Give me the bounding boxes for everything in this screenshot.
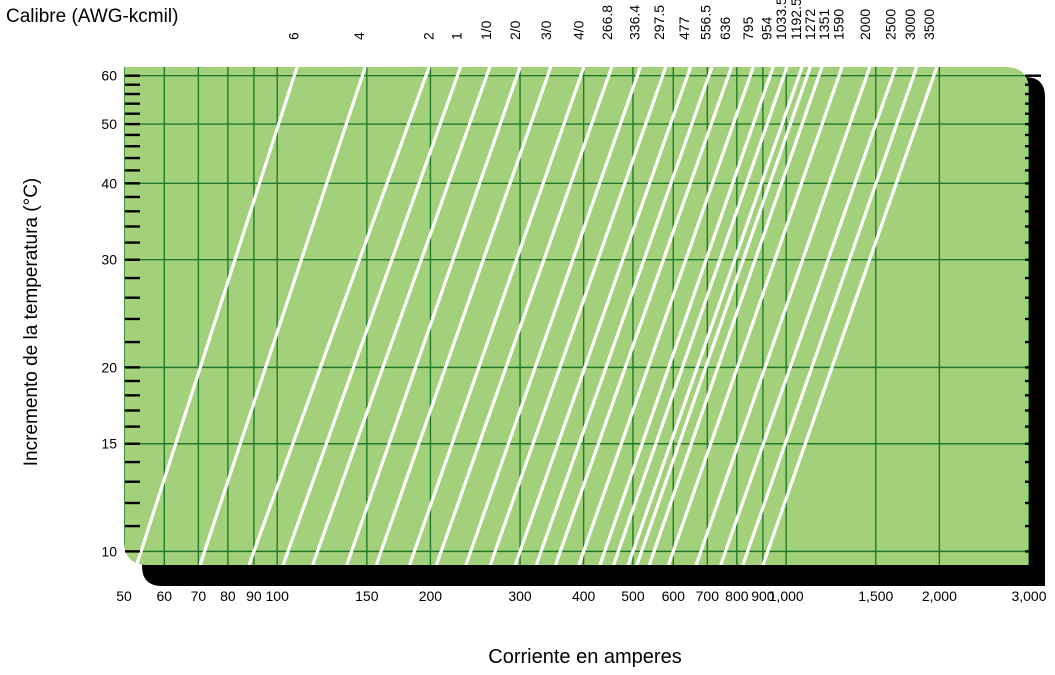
caliber-label: 3000: [902, 9, 918, 40]
curve-1272: [635, 67, 812, 565]
x-tick-label: 3,000: [1011, 588, 1046, 604]
caliber-label: 2000: [857, 9, 873, 40]
curve-1: [281, 67, 463, 565]
x-axis-title: Corriente en amperes: [488, 646, 682, 668]
caliber-label: 3/0: [538, 20, 554, 40]
caliber-label: 4/0: [571, 20, 587, 40]
x-tick-label: 700: [696, 588, 720, 604]
x-tick-label: 150: [355, 588, 379, 604]
curve-2500: [719, 67, 898, 565]
x-tick-label: 2,000: [922, 588, 957, 604]
caliber-label: 3500: [921, 9, 937, 40]
caliber-label: 1/0: [478, 20, 494, 40]
y-axis-title: Incremento de la temperatura (°C): [21, 177, 42, 467]
curve-3000: [741, 67, 919, 565]
x-tick-label: 100: [266, 588, 290, 604]
caliber-label: 266.8: [599, 5, 615, 40]
x-tick-label: 500: [621, 588, 645, 604]
x-tick-label: 200: [419, 588, 443, 604]
curve-3/0: [374, 67, 553, 565]
x-tick-label: 800: [725, 588, 749, 604]
curve-2: [247, 67, 431, 565]
x-tick-label: 400: [572, 588, 596, 604]
curve-1033.5: [612, 67, 789, 565]
caliber-label: 2: [421, 32, 437, 40]
x-tick-label: 80: [220, 588, 236, 604]
caliber-label: 2/0: [507, 20, 523, 40]
x-tick-label: 50: [116, 588, 132, 604]
curve-336.4: [464, 67, 642, 565]
caliber-label: 1272: [802, 9, 818, 40]
x-tick-label: 60: [157, 588, 173, 604]
curve-3500: [761, 67, 939, 565]
x-tick-label: 1,500: [858, 588, 893, 604]
x-tick-label: 70: [191, 588, 207, 604]
x-tick-label: 90: [246, 588, 262, 604]
curve-1351: [647, 67, 824, 565]
curve-954: [598, 67, 775, 565]
curve-4/0: [408, 67, 586, 565]
x-tick-label: 1,000: [769, 588, 804, 604]
curve-1192.5: [626, 67, 804, 565]
x-tick-label: 900: [751, 588, 775, 604]
caliber-label: 795: [740, 16, 756, 40]
curve-636: [554, 67, 733, 565]
curve-556.5: [534, 67, 714, 565]
caliber-label: 1192.5: [788, 0, 804, 40]
caliber-axis-title: Calibre (AWG-kcmil): [6, 6, 179, 27]
y-tick-label: 15: [101, 436, 117, 452]
y-tick-label: 40: [101, 175, 117, 191]
curve-297.5: [488, 67, 668, 565]
caliber-label: 477: [676, 16, 692, 40]
y-tick-label: 20: [101, 359, 117, 375]
caliber-label: 1590: [830, 9, 846, 40]
caliber-label: 336.4: [626, 5, 642, 40]
caliber-label: 6: [285, 32, 301, 40]
y-tick-label: 10: [101, 543, 117, 559]
y-tick-label: 30: [101, 252, 117, 268]
curve-477: [513, 67, 693, 565]
curve-4: [198, 67, 367, 565]
caliber-label: 636: [717, 16, 733, 40]
caliber-label: 297.5: [651, 5, 667, 40]
caliber-label: 954: [758, 16, 774, 40]
caliber-label: 556.5: [697, 5, 713, 40]
curve-6: [135, 67, 299, 565]
curve-2/0: [345, 67, 522, 565]
curve-1590: [666, 67, 844, 565]
y-tick-label: 60: [101, 68, 117, 84]
curve-2000: [694, 67, 872, 565]
conductor-curves: [135, 67, 939, 565]
curve-795: [577, 67, 755, 565]
y-tick-label: 50: [101, 116, 117, 132]
x-tick-label: 300: [508, 588, 532, 604]
caliber-label: 1: [448, 32, 464, 40]
caliber-label: 2500: [883, 9, 899, 40]
axis-tick-labels: 50 60 70 80 90 100 150 200 300 400 500 600 700 800 900…: [101, 0, 1046, 604]
caliber-label: 1351: [816, 9, 832, 40]
axis-tick-marks: [125, 74, 1041, 553]
curve-1/0: [311, 67, 492, 565]
curve-266.8: [434, 67, 614, 565]
caliber-label: 4: [351, 32, 367, 40]
x-tick-label: 600: [662, 588, 686, 604]
caliber-label: 1033.5: [773, 0, 789, 40]
